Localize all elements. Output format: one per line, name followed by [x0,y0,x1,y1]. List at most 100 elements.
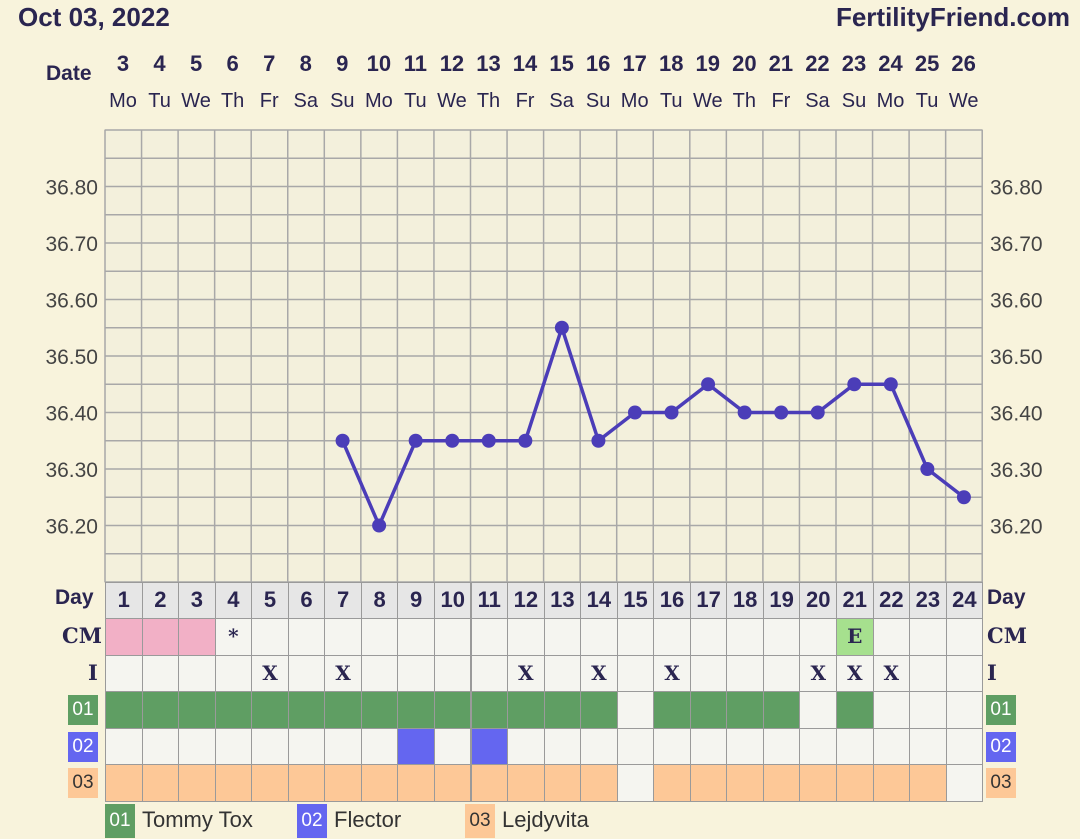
med-03-cell[interactable] [360,764,399,802]
med-01-cell[interactable] [836,691,874,729]
intercourse-cell[interactable] [689,655,728,692]
cm-cell[interactable] [945,618,984,656]
cm-cell[interactable] [141,618,180,656]
med-02-cell[interactable] [689,727,728,766]
cm-cell[interactable] [470,618,509,656]
med-01-cell[interactable] [397,691,435,729]
med-02-cell[interactable] [141,727,180,766]
med-02-cell[interactable] [178,727,216,766]
med-03-cell[interactable] [909,764,947,802]
intercourse-cell[interactable]: X [799,655,837,692]
med-03-cell[interactable] [397,764,435,802]
cm-cell[interactable] [616,618,655,656]
intercourse-cell[interactable]: X [872,655,911,692]
med-03-cell[interactable] [141,764,180,802]
intercourse-cell[interactable] [909,655,947,692]
med-02-cell[interactable] [945,727,984,766]
med-03-cell[interactable] [214,764,253,802]
med-02-cell[interactable] [287,727,326,766]
med-01-cell[interactable] [507,691,545,729]
cm-cell[interactable] [324,618,362,656]
med-01-cell[interactable] [360,691,399,729]
cm-cell[interactable] [653,618,691,656]
intercourse-cell[interactable] [726,655,764,692]
med-02-cell[interactable] [909,727,947,766]
med-01-cell[interactable] [105,691,143,729]
intercourse-cell[interactable]: X [507,655,545,692]
cm-cell[interactable] [433,618,472,656]
intercourse-cell[interactable]: X [580,655,618,692]
intercourse-cell[interactable] [945,655,984,692]
cm-cell[interactable] [507,618,545,656]
intercourse-cell[interactable] [105,655,143,692]
med-03-cell[interactable] [287,764,326,802]
intercourse-cell[interactable]: X [653,655,691,692]
cm-cell[interactable] [360,618,399,656]
intercourse-cell[interactable] [141,655,180,692]
cm-cell[interactable] [287,618,326,656]
med-03-cell[interactable] [872,764,911,802]
cm-cell[interactable] [689,618,728,656]
med-01-cell[interactable] [470,691,509,729]
intercourse-cell[interactable] [470,655,509,692]
intercourse-cell[interactable] [762,655,801,692]
cm-cell[interactable] [799,618,837,656]
med-01-cell[interactable] [872,691,911,729]
med-02-cell[interactable] [433,727,472,766]
med-03-cell[interactable] [799,764,837,802]
med-02-cell[interactable] [470,727,509,766]
intercourse-cell[interactable]: X [836,655,874,692]
med-02-cell[interactable] [762,727,801,766]
med-03-cell[interactable] [689,764,728,802]
med-02-cell[interactable] [397,727,435,766]
med-03-cell[interactable] [836,764,874,802]
intercourse-cell[interactable] [214,655,253,692]
intercourse-cell[interactable] [543,655,582,692]
med-03-cell[interactable] [507,764,545,802]
med-02-cell[interactable] [324,727,362,766]
med-03-cell[interactable] [580,764,618,802]
med-02-cell[interactable] [507,727,545,766]
cm-cell[interactable] [580,618,618,656]
med-03-cell[interactable] [945,764,984,802]
med-01-cell[interactable] [178,691,216,729]
med-01-cell[interactable] [726,691,764,729]
med-01-cell[interactable] [251,691,289,729]
intercourse-cell[interactable] [360,655,399,692]
med-02-cell[interactable] [872,727,911,766]
med-01-cell[interactable] [214,691,253,729]
med-03-cell[interactable] [178,764,216,802]
intercourse-cell[interactable]: X [324,655,362,692]
cm-cell[interactable] [762,618,801,656]
med-01-cell[interactable] [543,691,582,729]
intercourse-cell[interactable]: X [251,655,289,692]
med-01-cell[interactable] [653,691,691,729]
med-01-cell[interactable] [762,691,801,729]
med-03-cell[interactable] [616,764,655,802]
med-01-cell[interactable] [909,691,947,729]
med-03-cell[interactable] [653,764,691,802]
cm-cell[interactable] [178,618,216,656]
med-02-cell[interactable] [214,727,253,766]
med-01-cell[interactable] [945,691,984,729]
intercourse-cell[interactable] [178,655,216,692]
med-03-cell[interactable] [726,764,764,802]
med-02-cell[interactable] [580,727,618,766]
med-02-cell[interactable] [836,727,874,766]
med-03-cell[interactable] [105,764,143,802]
cm-cell[interactable] [872,618,911,656]
intercourse-cell[interactable] [287,655,326,692]
med-02-cell[interactable] [616,727,655,766]
med-03-cell[interactable] [543,764,582,802]
med-01-cell[interactable] [287,691,326,729]
med-01-cell[interactable] [799,691,837,729]
med-03-cell[interactable] [470,764,509,802]
med-01-cell[interactable] [141,691,180,729]
med-02-cell[interactable] [799,727,837,766]
med-01-cell[interactable] [324,691,362,729]
intercourse-cell[interactable] [616,655,655,692]
med-03-cell[interactable] [324,764,362,802]
med-01-cell[interactable] [580,691,618,729]
med-01-cell[interactable] [616,691,655,729]
med-02-cell[interactable] [105,727,143,766]
